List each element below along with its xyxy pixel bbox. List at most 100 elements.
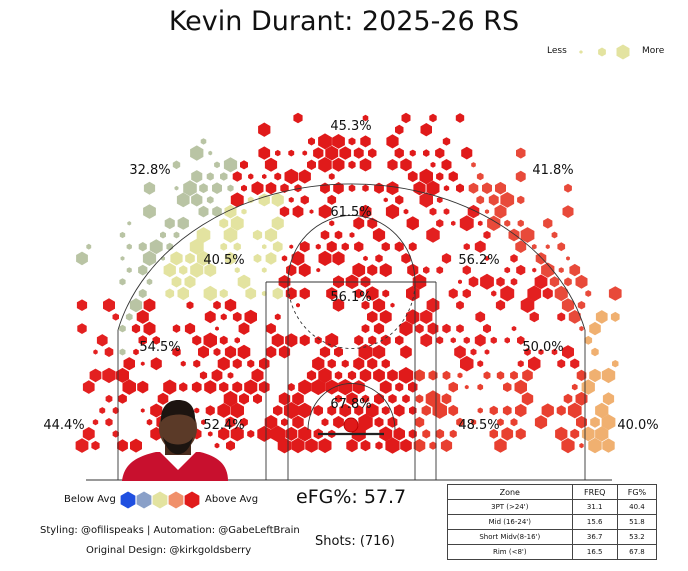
hex-left-baseline-mid [244, 309, 257, 325]
hex-left-wing-3 [176, 192, 190, 208]
hex-top-3 [394, 147, 404, 159]
hex-right-wing-3 [608, 286, 622, 301]
hex-top-mid [375, 254, 383, 263]
hex-right-short-baseline [563, 393, 573, 404]
hex-top-3 [441, 159, 452, 171]
zone-label-top-3: 45.3% [330, 119, 371, 134]
hex-top-mid [363, 255, 368, 261]
hex-left-short-baseline [226, 440, 235, 451]
hex-rim [361, 394, 370, 403]
hex-right-mid-wing [468, 276, 479, 288]
hex-top-3 [362, 114, 369, 122]
hex-top-mid [329, 220, 335, 227]
hex-top-mid [386, 181, 399, 196]
hex-left-short-baseline [244, 379, 258, 395]
hex-left-baseline-mid [224, 345, 237, 359]
chart-title: Kevin Durant: 2025-26 RS [168, 6, 520, 37]
hex-left-baseline-mid [184, 322, 196, 335]
table-cell-fgpct: 53.2 [616, 529, 658, 545]
hex-top-mid [320, 182, 330, 194]
hex-left-baseline-mid [271, 333, 284, 348]
hex-paint-short-mid [316, 267, 321, 273]
hex-left-wing-3 [177, 216, 189, 230]
hex-top-3 [293, 112, 303, 124]
hex-right-short-baseline [415, 394, 424, 404]
hex-left-short-baseline [230, 426, 244, 442]
table-cell-zone: Rim (<8') [447, 544, 573, 560]
hex-left-corner-3 [82, 380, 95, 394]
hex-top-3 [407, 170, 418, 183]
hex-right-wing-3 [504, 219, 511, 227]
hex-paint-short-mid [327, 358, 336, 369]
hex-left-mid-wing [219, 288, 228, 299]
court-lines [86, 183, 612, 481]
hex-right-wing-3 [488, 194, 499, 206]
zone-label-right-wing-3: 41.8% [532, 163, 573, 178]
zone-label-right-short-baseline: 48.5% [458, 418, 499, 433]
hex-right-mid-wing [451, 220, 456, 226]
hex-right-mid-wing [448, 288, 458, 299]
hex-right-wing-3 [557, 242, 566, 252]
hex-left-wing-3 [183, 180, 197, 197]
hex-left-baseline-mid [220, 313, 227, 321]
hex-right-mid-wing [463, 243, 470, 251]
hex-paint-short-mid [354, 288, 363, 299]
hex-top-3 [339, 146, 352, 160]
hex-left-corner-3 [112, 430, 119, 438]
legend-color-hex-3 [152, 491, 168, 509]
hex-paint-short-mid [361, 300, 370, 310]
hex-top-3 [455, 113, 465, 123]
hex-left-baseline-mid [213, 300, 221, 310]
hex-left-baseline-mid [180, 360, 186, 367]
hex-top-3 [420, 123, 432, 137]
hex-right-short-baseline [470, 419, 477, 426]
hex-top-3 [275, 149, 281, 157]
hex-left-wing-3 [172, 160, 181, 170]
hex-paint-short-mid [365, 286, 379, 301]
hex-top-3 [435, 147, 445, 159]
hex-paint-short-mid [299, 287, 310, 300]
hex-paint-short-mid [325, 332, 339, 348]
hex-left-mid-wing [253, 253, 262, 263]
hex-left-baseline-mid [133, 348, 139, 356]
hex-left-short-baseline [140, 408, 145, 413]
hex-top-3 [456, 183, 464, 193]
hex-left-wing-3 [143, 181, 156, 195]
hex-left-short-baseline [219, 381, 229, 393]
hex-right-wing-3 [579, 326, 584, 332]
hex-top-3 [302, 150, 308, 156]
hex-left-baseline-mid [274, 313, 281, 321]
hex-right-short-baseline [575, 391, 588, 406]
hex-paint-short-mid [299, 334, 310, 347]
hex-left-wing-3 [160, 231, 166, 239]
hex-top-3 [318, 157, 332, 173]
hex-right-baseline-mid [415, 323, 424, 334]
table-row: Mid (16-24') 15.6 51.8 [447, 514, 658, 530]
hex-right-baseline-mid [426, 297, 440, 313]
hex-right-mid-wing [474, 240, 486, 253]
hex-right-baseline-mid [570, 358, 580, 369]
hex-left-baseline-mid [204, 310, 216, 324]
hex-paint-short-mid [287, 383, 295, 392]
hex-right-mid-wing [510, 278, 518, 286]
hex-right-mid-wing [527, 285, 542, 302]
hex-right-short-baseline [522, 369, 533, 382]
hex-right-short-baseline [521, 392, 534, 406]
hex-top-3 [400, 158, 412, 172]
hex-paint-short-mid [334, 346, 343, 358]
hex-paint-short-mid [285, 333, 298, 348]
hex-left-mid-wing [237, 274, 251, 289]
hex-top-3 [248, 173, 254, 180]
hex-left-mid-wing [163, 262, 176, 278]
hex-right-wing-3 [564, 183, 572, 193]
hex-left-short-baseline [150, 403, 163, 418]
hex-right-wing-3 [554, 285, 568, 302]
hex-right-baseline-mid [454, 345, 466, 359]
hex-top-mid [395, 195, 404, 205]
hex-top-mid [292, 205, 304, 218]
hex-left-mid-wing [185, 252, 195, 264]
hex-right-corner-3 [595, 402, 609, 419]
hex-left-corner-3 [96, 334, 108, 347]
hex-top-mid [332, 251, 345, 266]
hex-paint-short-mid [298, 379, 312, 395]
